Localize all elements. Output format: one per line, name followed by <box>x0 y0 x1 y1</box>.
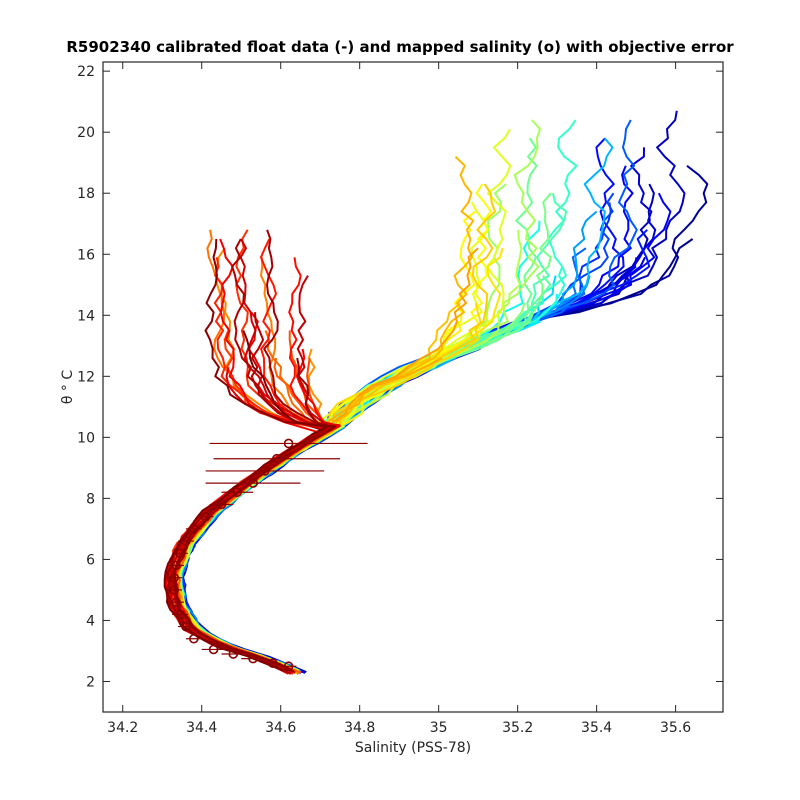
chart-title: R5902340 calibrated float data (-) and m… <box>66 38 734 56</box>
mapped-salinity-point <box>271 453 282 464</box>
mapped-salinity-point <box>260 466 270 476</box>
mapped-salinity-point <box>171 560 181 571</box>
y-tick-label: 6 <box>86 552 95 568</box>
mapped-salinity-point <box>208 644 219 655</box>
plot-area-frame <box>102 61 724 713</box>
profile-line <box>171 202 612 669</box>
y-tick-label: 4 <box>86 613 95 629</box>
y-tick-label: 16 <box>77 247 95 263</box>
profile-line <box>166 357 328 673</box>
profile-line <box>176 165 709 675</box>
profile-line <box>176 192 672 669</box>
profile-line <box>174 201 489 672</box>
mapped-salinity-point <box>175 548 185 559</box>
y-axis: 2 4 6 8 10 12 14 16 18 20 22 <box>77 64 723 690</box>
y-tick-label: 22 <box>77 64 95 80</box>
mapped-salinity-point <box>181 536 191 546</box>
y-axis-label: θ ° C <box>60 370 76 404</box>
x-tick-label: 35.4 <box>581 720 612 736</box>
profile-line <box>172 238 337 672</box>
y-tick-label: 10 <box>77 430 95 446</box>
profile-line <box>169 247 587 674</box>
mapped-salinity-point <box>216 499 227 510</box>
mapped-salinity-point <box>248 478 258 488</box>
profile-line <box>169 238 334 673</box>
mapped-salinity-point <box>200 511 211 522</box>
profile-line <box>177 220 541 673</box>
y-tick-label: 8 <box>86 491 95 507</box>
x-tick-label: 34.6 <box>265 720 296 736</box>
mapped-salinity-point <box>232 487 243 498</box>
profile-line <box>172 137 625 672</box>
profile-line <box>166 128 512 670</box>
profile-line <box>169 238 329 675</box>
mapped-salinity-point <box>228 649 239 659</box>
mapped-salinity-point <box>248 653 258 664</box>
mapped-salinity-point <box>283 661 294 672</box>
mapped-salinity-point <box>189 633 199 644</box>
x-tick-label: 34.2 <box>107 720 138 736</box>
x-tick-label: 34.4 <box>186 720 217 736</box>
mapped-salinity-point <box>283 438 294 449</box>
x-axis-label: Salinity (PSS-78) <box>355 740 471 756</box>
profile-line <box>170 137 614 671</box>
profile-line <box>178 229 523 672</box>
profile-line <box>175 302 462 673</box>
y-tick-label: 20 <box>77 125 95 141</box>
plot-area <box>163 110 709 675</box>
x-tick-label: 34.8 <box>344 720 375 736</box>
profile-line <box>169 293 578 671</box>
x-tick-label: 35.6 <box>660 720 691 736</box>
x-axis: 34.2 34.4 34.6 34.8 35 35.2 35.4 35.6 <box>107 62 691 736</box>
mapped-salinity-point <box>171 597 181 607</box>
mapped-salinity-point <box>169 585 179 595</box>
profile-line <box>180 183 655 674</box>
mapped-salinity-point <box>268 658 278 668</box>
profile-line <box>174 165 634 673</box>
mapped-salinity-point <box>169 572 179 583</box>
y-tick-label: 14 <box>77 308 95 324</box>
profile-line <box>173 229 333 675</box>
mapped-salinity-point <box>175 609 185 620</box>
y-tick-label: 2 <box>86 674 95 690</box>
mapped-salinity-point <box>189 524 199 534</box>
profile-line <box>169 238 332 674</box>
y-tick-label: 12 <box>77 369 95 385</box>
x-tick-label: 35.2 <box>502 720 533 736</box>
profile-line <box>178 238 694 673</box>
profile-line <box>173 330 341 672</box>
profile-line <box>181 257 638 674</box>
profile-line <box>170 284 577 672</box>
profile-line <box>172 229 335 673</box>
profile-line <box>167 257 333 673</box>
mapped-salinity-point <box>181 621 191 632</box>
profile-line <box>176 155 475 670</box>
profile-line <box>172 110 686 672</box>
x-tick-label: 35 <box>430 720 448 736</box>
y-tick-label: 18 <box>77 186 95 202</box>
